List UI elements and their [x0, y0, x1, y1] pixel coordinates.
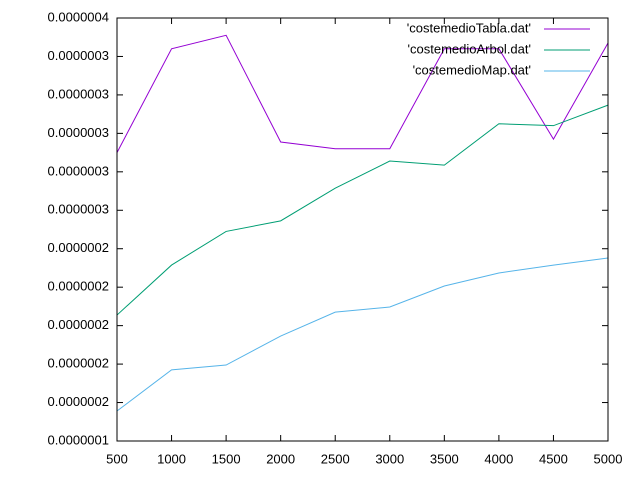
y-tick-label: 0.0000003	[48, 163, 109, 178]
y-tick-label: 0.0000003	[48, 202, 109, 217]
series-line	[116, 257, 609, 412]
legend-label: 'costemedioArbol.dat'	[408, 41, 531, 56]
y-tick-label: 0.0000001	[48, 432, 109, 447]
plot-border	[116, 17, 609, 442]
series-line	[116, 104, 609, 316]
y-tick-label: 0.0000002	[48, 356, 109, 371]
x-tick-label: 1000	[157, 451, 186, 466]
series-line	[116, 34, 609, 153]
x-tick-label: 4500	[539, 451, 568, 466]
y-tick-label: 0.0000003	[48, 48, 109, 63]
x-tick-label: 4000	[484, 451, 513, 466]
x-tick-label: 500	[106, 451, 128, 466]
x-tick-label: 2000	[266, 451, 295, 466]
y-tick-label: 0.0000003	[48, 86, 109, 101]
y-tick-label: 0.0000002	[48, 240, 109, 255]
x-tick-label: 3500	[430, 451, 459, 466]
y-tick-label: 0.0000002	[48, 394, 109, 409]
x-tick-label: 1500	[212, 451, 241, 466]
x-tick-label: 2500	[321, 451, 350, 466]
x-tick-label: 5000	[594, 451, 623, 466]
y-tick-label: 0.0000004	[48, 9, 109, 24]
y-tick-label: 0.0000002	[48, 279, 109, 294]
y-tick-label: 0.0000002	[48, 317, 109, 332]
y-tick-label: 0.0000003	[48, 125, 109, 140]
x-tick-label: 3000	[375, 451, 404, 466]
legend-label: 'costemedioTabla.dat'	[407, 20, 531, 35]
legend-label: 'costemedioMap.dat'	[413, 62, 531, 77]
